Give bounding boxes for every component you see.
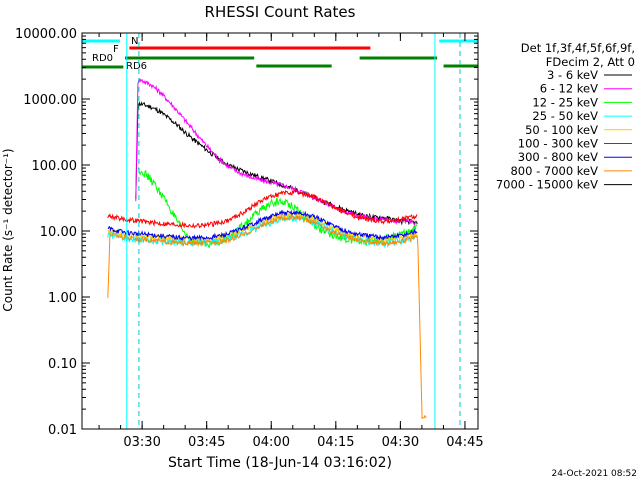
legend-entry-6: 300 - 800 keV [518, 150, 598, 164]
y-tick-label-5: 0.10 [48, 357, 77, 372]
legend-entry-0: 3 - 6 keV [547, 68, 598, 82]
legend: Det 1f,3f,4f,5f,6f,9f, FDecim 2, Att 0 3… [496, 41, 635, 192]
x-tick-label-1: 03:45 [188, 435, 225, 450]
chart-title: RHESSI Count Rates [205, 3, 356, 21]
legend-entry-8: 7000 - 15000 keV [496, 178, 598, 192]
legend-entry-1: 6 - 12 keV [540, 82, 598, 96]
f-flag-label: F [113, 44, 119, 55]
series-line-300-800-kev [107, 209, 418, 242]
legend-header-line1: Det 1f,3f,4f,5f,6f,9f, [521, 41, 635, 55]
x-axis-label: Start Time (18-Jun-14 03:16:02) [168, 455, 392, 471]
n-flag-label: N [131, 36, 138, 47]
legend-entry-4: 50 - 100 keV [525, 123, 598, 137]
rd0-flag-label: RD0 [92, 53, 113, 64]
rd6-flag-label: RD6 [126, 61, 147, 72]
y-tick-label-3: 10.00 [40, 225, 77, 240]
x-tick-label-0: 03:30 [123, 435, 160, 450]
legend-entry-3: 25 - 50 keV [532, 109, 598, 123]
series-line-100-300-kev [107, 189, 418, 229]
x-tick-label-4: 04:30 [382, 435, 419, 450]
vertical-markers [126, 33, 461, 429]
legend-entry-2: 12 - 25 keV [532, 95, 598, 109]
series-line-800-7000-kev [107, 214, 427, 420]
y-tick-label-4: 1.00 [48, 291, 77, 306]
timestamp-label: 24-Oct-2021 08:52 [552, 469, 637, 479]
y-tick-label-6: 0.01 [48, 423, 77, 438]
y-tick-label-1: 1000.00 [23, 93, 77, 108]
x-tick-label-2: 04:00 [253, 435, 290, 450]
x-tick-label-3: 04:15 [317, 435, 354, 450]
series-line-6-12-kev [135, 78, 418, 226]
series-line-3-6-kev [135, 100, 418, 226]
y-axis-label: Count Rate (s⁻¹ detector⁻¹) [1, 148, 15, 311]
legend-entry-7: 800 - 7000 keV [510, 164, 598, 178]
legend-header-line2: FDecim 2, Att 0 [546, 55, 635, 69]
series-line-50-100-kev [107, 211, 418, 243]
axes: 10000.00 1000.00 100.00 10.00 1.00 0.10 0.01 03… [15, 27, 484, 450]
y-tick-label-0: 10000.00 [15, 27, 77, 42]
x-tick-label-5: 04:45 [446, 435, 483, 450]
series-lines [107, 78, 427, 420]
plot-frame [81, 32, 479, 430]
legend-entry-5: 100 - 300 keV [518, 137, 598, 151]
y-tick-label-2: 100.00 [32, 159, 78, 174]
